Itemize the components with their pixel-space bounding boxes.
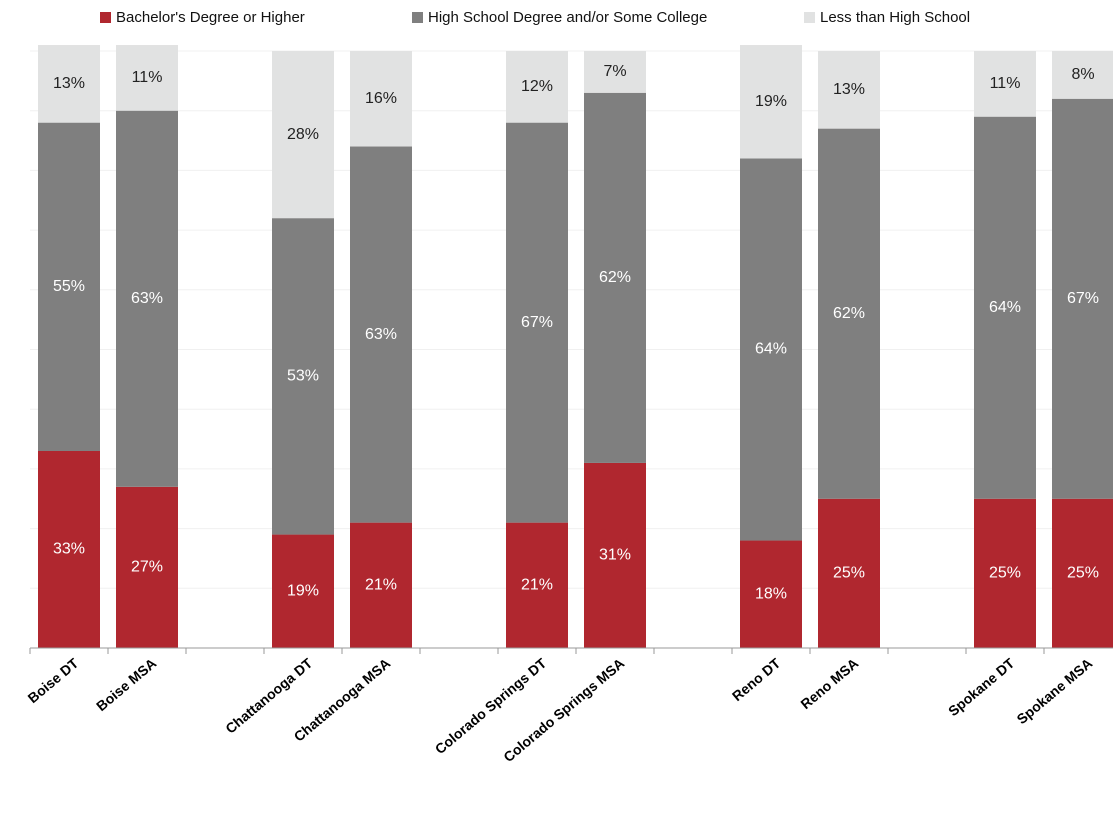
- bar-segment: [974, 116, 1036, 499]
- legend-swatch: [804, 12, 815, 23]
- bar-segment: [506, 51, 568, 123]
- bar-segment: [1052, 498, 1113, 648]
- bar-segment: [584, 462, 646, 648]
- value-label: 63%: [365, 326, 397, 343]
- value-label: 64%: [989, 299, 1021, 316]
- x-tick-label: Boise DT: [25, 655, 82, 707]
- value-label: 18%: [755, 585, 787, 602]
- value-label: 12%: [521, 78, 553, 95]
- value-label: 55%: [53, 278, 85, 295]
- value-label: 63%: [131, 290, 163, 307]
- bar-segment: [116, 45, 178, 111]
- value-label: 11%: [990, 75, 1021, 92]
- value-label: 13%: [53, 75, 85, 92]
- bar-segment: [38, 122, 100, 451]
- legend-label: High School Degree and/or Some College: [428, 9, 707, 26]
- legend-swatch: [100, 12, 111, 23]
- value-label: 53%: [287, 368, 319, 385]
- x-tick-label: Spokane MSA: [1014, 655, 1096, 727]
- x-tick-label: Spokane DT: [945, 655, 1018, 720]
- bar-segment: [974, 51, 1036, 117]
- bar-segment: [1052, 51, 1113, 99]
- value-label: 27%: [131, 559, 163, 576]
- value-label: 33%: [53, 541, 85, 558]
- value-label: 28%: [287, 126, 319, 143]
- value-label: 11%: [132, 69, 163, 86]
- bar-segment: [974, 498, 1036, 648]
- bar-segment: [350, 146, 412, 523]
- bar-segment: [116, 110, 178, 487]
- bar-segment: [116, 486, 178, 648]
- value-label: 67%: [521, 314, 553, 331]
- x-tick-label: Boise MSA: [93, 655, 159, 714]
- value-label: 19%: [755, 93, 787, 110]
- bar-segment: [584, 92, 646, 463]
- value-label: 62%: [599, 269, 631, 286]
- value-label: 31%: [599, 547, 631, 564]
- value-label: 13%: [833, 81, 865, 98]
- bar-segment: [38, 450, 100, 648]
- bar-segment: [506, 122, 568, 523]
- legend-label: Less than High School: [820, 9, 970, 26]
- bar-segment: [818, 128, 880, 499]
- value-label: 67%: [1067, 290, 1099, 307]
- value-label: 21%: [365, 577, 397, 594]
- bar-segment: [1052, 98, 1113, 499]
- bar-segment: [506, 522, 568, 648]
- value-label: 7%: [603, 63, 626, 80]
- bar-segment: [818, 498, 880, 648]
- value-label: 64%: [755, 341, 787, 358]
- value-label: 25%: [1067, 565, 1099, 582]
- bar-segment: [272, 51, 334, 219]
- value-label: 8%: [1071, 66, 1094, 83]
- bar-segment: [272, 534, 334, 648]
- bar-segment: [38, 45, 100, 123]
- bar-segment: [350, 51, 412, 147]
- bar-segment: [818, 51, 880, 129]
- value-label: 25%: [833, 565, 865, 582]
- value-label: 19%: [287, 583, 319, 600]
- x-tick-label: Reno MSA: [797, 655, 861, 712]
- bar-segment: [740, 158, 802, 541]
- bar-segment: [740, 540, 802, 648]
- value-label: 62%: [833, 305, 865, 322]
- legend-swatch: [412, 12, 423, 23]
- x-tick-label: Reno DT: [729, 655, 784, 705]
- bar-segment: [740, 45, 802, 159]
- value-label: 25%: [989, 565, 1021, 582]
- bar-segment: [350, 522, 412, 648]
- value-label: 16%: [365, 90, 397, 107]
- bar-segment: [272, 218, 334, 535]
- value-label: 21%: [521, 577, 553, 594]
- legend-label: Bachelor's Degree or Higher: [116, 9, 305, 26]
- bar-segment: [584, 51, 646, 93]
